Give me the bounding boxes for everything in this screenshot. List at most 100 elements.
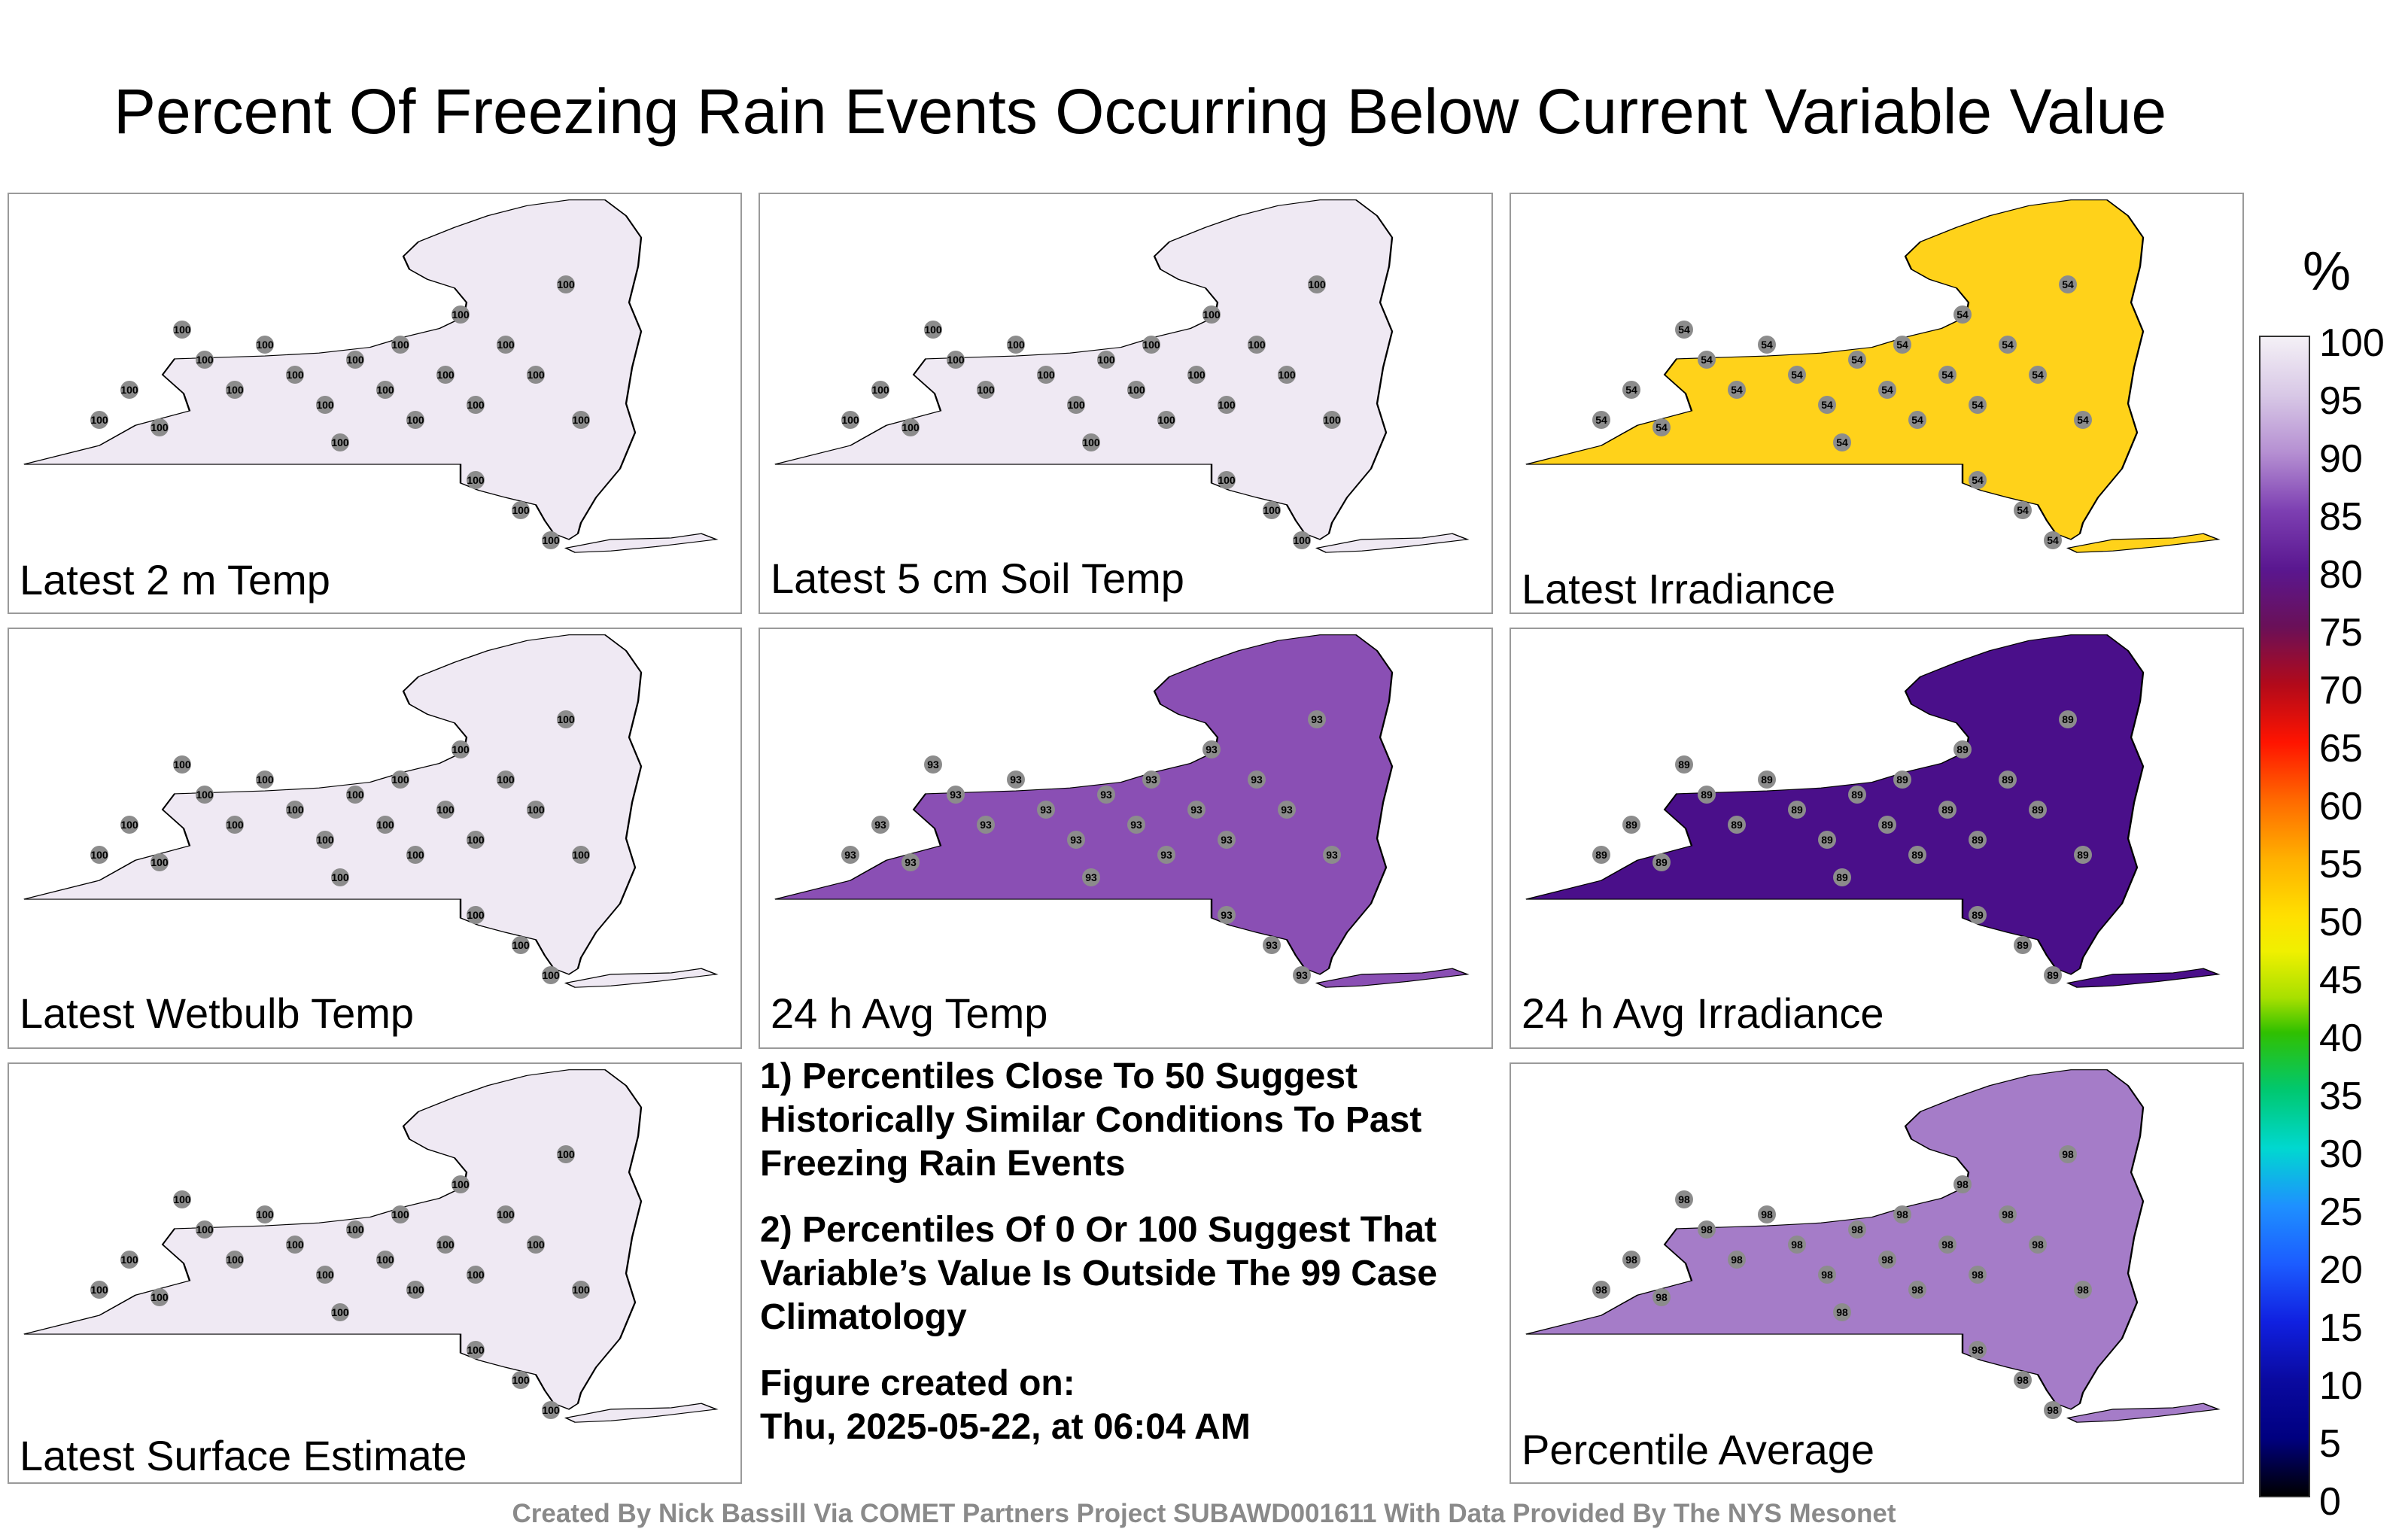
station-value: 93 — [1085, 871, 1097, 883]
panel-label: Latest 5 cm Soil Temp — [771, 555, 1184, 602]
station-marker — [1202, 305, 1221, 324]
station-marker — [2029, 366, 2047, 384]
station-marker — [391, 1205, 409, 1223]
station-value: 100 — [1067, 399, 1085, 411]
station-marker — [1758, 771, 1776, 789]
station-value: 100 — [1037, 369, 1055, 381]
station-value: 100 — [150, 1291, 169, 1303]
station-marker — [1323, 411, 1341, 429]
station-value: 100 — [572, 414, 590, 426]
station-value: 100 — [120, 384, 138, 396]
station-marker — [1833, 868, 1851, 886]
station-marker — [467, 831, 485, 849]
station-marker — [1833, 1303, 1851, 1321]
station-value: 100 — [196, 1223, 214, 1236]
station-marker — [542, 1401, 560, 1419]
station-marker — [1308, 275, 1326, 293]
station-value: 100 — [1187, 369, 1206, 381]
station-marker — [2059, 710, 2077, 728]
station-marker — [406, 1281, 424, 1299]
station-marker — [901, 853, 920, 871]
colorbar-unit: % — [2303, 242, 2352, 302]
panel-label: Latest 2 m Temp — [20, 556, 330, 603]
station-marker — [406, 846, 424, 864]
station-value: 89 — [1791, 804, 1803, 816]
station-value: 89 — [1972, 834, 1984, 846]
colorbar-tick-label: 85 — [2319, 495, 2363, 539]
station-marker — [2014, 1371, 2032, 1389]
station-marker — [467, 471, 485, 489]
station-value: 100 — [977, 384, 995, 396]
station-marker — [2029, 1236, 2047, 1254]
station-marker — [1953, 1175, 1972, 1193]
station-marker — [1698, 1220, 1716, 1239]
long-island-shape — [564, 533, 719, 553]
station-value: 100 — [542, 969, 560, 981]
station-value: 98 — [1881, 1254, 1893, 1266]
station-value: 100 — [497, 774, 515, 786]
station-marker — [1037, 801, 1055, 819]
credit-line: Created By Nick Bassill Via COMET Partne… — [512, 1499, 1896, 1528]
station-marker — [316, 831, 334, 849]
station-value: 100 — [406, 414, 424, 426]
station-marker — [1218, 906, 1236, 924]
station-value: 100 — [451, 743, 470, 755]
colorbar-tick-label: 40 — [2319, 1017, 2363, 1060]
station-value: 100 — [512, 1374, 530, 1386]
colorbar-tick-label: 90 — [2319, 437, 2363, 481]
colorbar-tick-label: 0 — [2319, 1480, 2341, 1524]
station-value: 100 — [1263, 504, 1281, 516]
ny-state-map: 89 89 89 89 89 89 89 89 89 89 89 89 89 89 89 89 89 89 89 89… — [1525, 634, 2221, 988]
station-marker — [1293, 966, 1311, 984]
station-value: 98 — [1678, 1193, 1690, 1205]
station-marker — [924, 755, 942, 774]
station-marker — [1622, 816, 1640, 834]
station-marker — [1263, 501, 1281, 519]
panel-label: Latest Surface Estimate — [20, 1432, 467, 1479]
station-value: 100 — [346, 1223, 364, 1236]
station-value: 98 — [1851, 1223, 1863, 1236]
station-value: 100 — [527, 804, 545, 816]
station-marker — [1893, 336, 1911, 354]
station-value: 54 — [1972, 474, 1984, 486]
colorbar-tick-label: 70 — [2319, 669, 2363, 713]
station-value: 93 — [844, 849, 856, 861]
station-marker — [226, 816, 244, 834]
ny-state-shape — [774, 199, 1394, 540]
station-marker — [1278, 366, 1296, 384]
station-marker — [256, 1205, 274, 1223]
panel-label: Percentile Average — [1522, 1426, 1875, 1473]
station-value: 93 — [905, 856, 917, 868]
station-value: 98 — [2062, 1148, 2074, 1160]
station-marker — [286, 366, 304, 384]
station-value: 98 — [2017, 1374, 2029, 1386]
station-value: 100 — [226, 384, 244, 396]
station-value: 100 — [346, 354, 364, 366]
station-marker — [977, 816, 995, 834]
ny-state-shape — [1525, 1069, 2145, 1410]
panel-latest-surface-estimate: 100 100 100 100 100 100 100 100 100 100 100 100 100 1… — [8, 1062, 742, 1484]
station-value: 98 — [2047, 1404, 2059, 1416]
station-marker — [1893, 1205, 1911, 1223]
station-marker — [1938, 366, 1956, 384]
station-value: 100 — [196, 789, 214, 801]
station-value: 100 — [451, 1178, 470, 1190]
station-marker — [1675, 321, 1693, 339]
panel-24h-avg-temp: 93 93 93 93 93 93 93 93 93 93 93 93 93 93 93 93 93 93 93 93… — [759, 628, 1493, 1049]
created-value: Thu, 2025-05-22, at 06:04 AM — [760, 1407, 1251, 1447]
station-value: 93 — [1281, 804, 1293, 816]
station-marker — [346, 351, 364, 369]
station-marker — [1938, 801, 1956, 819]
station-marker — [557, 710, 575, 728]
station-value: 98 — [1911, 1284, 1923, 1296]
station-value: 100 — [90, 414, 108, 426]
station-marker — [1848, 786, 1866, 804]
station-value: 98 — [2002, 1208, 2014, 1220]
colorbar-tick-label: 95 — [2319, 379, 2363, 423]
station-marker — [1999, 1205, 2017, 1223]
station-value: 100 — [256, 774, 274, 786]
station-value: 93 — [927, 758, 939, 771]
station-marker — [1818, 1266, 1836, 1284]
station-value: 89 — [2017, 939, 2029, 951]
colorbar-tick-label: 100 — [2319, 321, 2385, 365]
